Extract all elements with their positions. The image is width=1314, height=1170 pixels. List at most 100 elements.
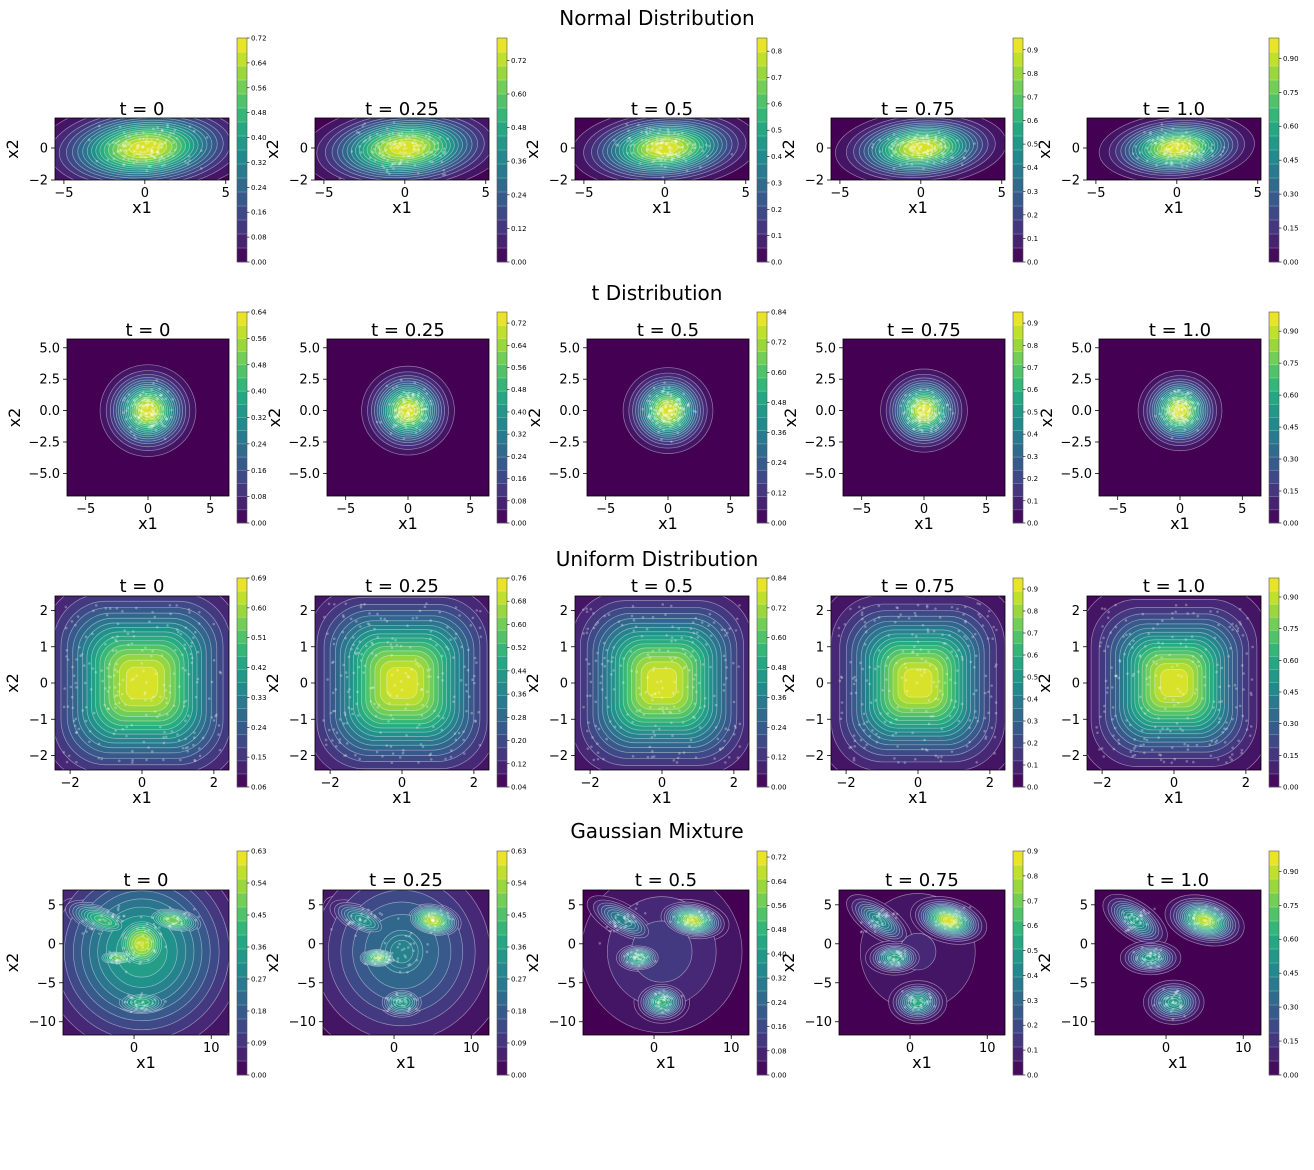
sample-point <box>376 956 380 959</box>
sample-point <box>905 155 909 158</box>
sample-point <box>1181 397 1184 401</box>
sample-point <box>400 131 404 135</box>
sample-point <box>116 693 119 697</box>
sample-point <box>173 128 177 132</box>
colorbar-band <box>1269 617 1279 631</box>
sample-point <box>1169 428 1173 431</box>
sample-point <box>125 1000 129 1004</box>
sample-point <box>404 426 408 429</box>
sample-point <box>940 151 944 155</box>
sample-point <box>372 953 375 956</box>
sample-point <box>331 739 334 742</box>
sample-point <box>1176 403 1180 407</box>
sample-point <box>129 996 132 1000</box>
x-tick-label: 0 <box>1170 776 1178 791</box>
sample-point <box>838 679 842 683</box>
sample-point <box>901 153 905 157</box>
sample-point <box>464 683 468 687</box>
colorbar-band <box>1269 364 1279 379</box>
sample-point <box>669 656 672 660</box>
sample-point <box>122 398 125 402</box>
sample-point <box>896 137 900 141</box>
colorbar-tick-label: 0.60 <box>511 621 527 629</box>
colorbar-tick-label: 0.32 <box>251 159 267 167</box>
sample-point <box>692 715 695 719</box>
sample-point <box>1193 153 1197 156</box>
sample-point <box>935 399 938 402</box>
sample-point <box>673 413 677 416</box>
sample-point <box>920 1006 923 1009</box>
colorbar-band <box>1013 760 1023 775</box>
sample-point <box>1112 747 1116 751</box>
sample-point <box>650 407 653 410</box>
sample-point <box>686 919 690 923</box>
sample-point <box>905 145 908 149</box>
sample-point <box>1202 158 1205 162</box>
sample-point <box>1186 148 1190 152</box>
sample-point <box>386 691 390 694</box>
sample-point <box>90 927 94 931</box>
colorbar-tick-label: 0.0 <box>1027 259 1038 267</box>
colorbar: 0.000.120.240.360.480.600.72 <box>496 37 527 267</box>
sample-point <box>410 668 413 671</box>
sample-point <box>916 640 920 644</box>
sample-point <box>910 163 914 166</box>
colorbar-tick-label: 0.15 <box>251 754 267 762</box>
sample-point <box>130 404 134 407</box>
sample-point <box>108 607 112 610</box>
sample-point <box>405 734 408 737</box>
sample-point <box>613 924 617 928</box>
sample-point <box>623 954 626 958</box>
sample-point <box>92 609 95 613</box>
sample-point <box>414 401 418 404</box>
colorbar-band <box>497 935 507 950</box>
sample-point <box>669 604 673 608</box>
sample-point <box>415 726 419 729</box>
sample-point <box>351 712 354 716</box>
sample-point <box>1186 390 1190 394</box>
colorbar-band <box>497 457 507 471</box>
sample-point <box>391 752 395 755</box>
sample-point <box>909 998 913 1002</box>
sample-point <box>646 653 650 656</box>
y-tick-label: −2 <box>805 749 824 764</box>
sample-point <box>951 156 955 159</box>
sample-point <box>343 713 347 717</box>
sample-point <box>164 417 168 421</box>
sample-point <box>1163 696 1167 700</box>
sample-point <box>410 414 414 417</box>
sample-point <box>396 420 400 423</box>
sample-point <box>358 640 361 644</box>
sample-point <box>1182 152 1186 155</box>
sample-point <box>909 409 913 412</box>
sample-point <box>150 149 154 152</box>
sample-point <box>622 916 626 919</box>
sample-point <box>893 958 897 961</box>
y-axis-label: x2 <box>263 673 282 693</box>
sample-point <box>1148 150 1152 154</box>
sample-point <box>675 403 678 406</box>
sample-point <box>166 917 170 921</box>
sample-point <box>887 957 891 961</box>
sample-point <box>1173 414 1177 418</box>
sample-point <box>1166 147 1170 151</box>
y-tick-label: 0 <box>300 677 308 692</box>
sample-point <box>934 424 938 427</box>
sample-point <box>663 152 667 155</box>
sample-point <box>398 970 402 974</box>
sample-point <box>937 143 941 146</box>
sample-point <box>651 128 655 132</box>
sample-point <box>350 150 354 153</box>
colorbar-band <box>497 496 507 511</box>
subplot-title: t = 0.25 <box>371 320 445 341</box>
sample-point <box>631 151 634 155</box>
sample-point <box>948 408 952 411</box>
sample-point <box>658 707 661 710</box>
sample-point <box>431 160 434 164</box>
sample-point <box>950 699 953 702</box>
sample-point <box>1114 603 1117 607</box>
sample-point <box>673 132 676 135</box>
sample-point <box>465 689 469 693</box>
sample-point <box>208 697 211 700</box>
colorbar-band <box>1269 760 1279 775</box>
